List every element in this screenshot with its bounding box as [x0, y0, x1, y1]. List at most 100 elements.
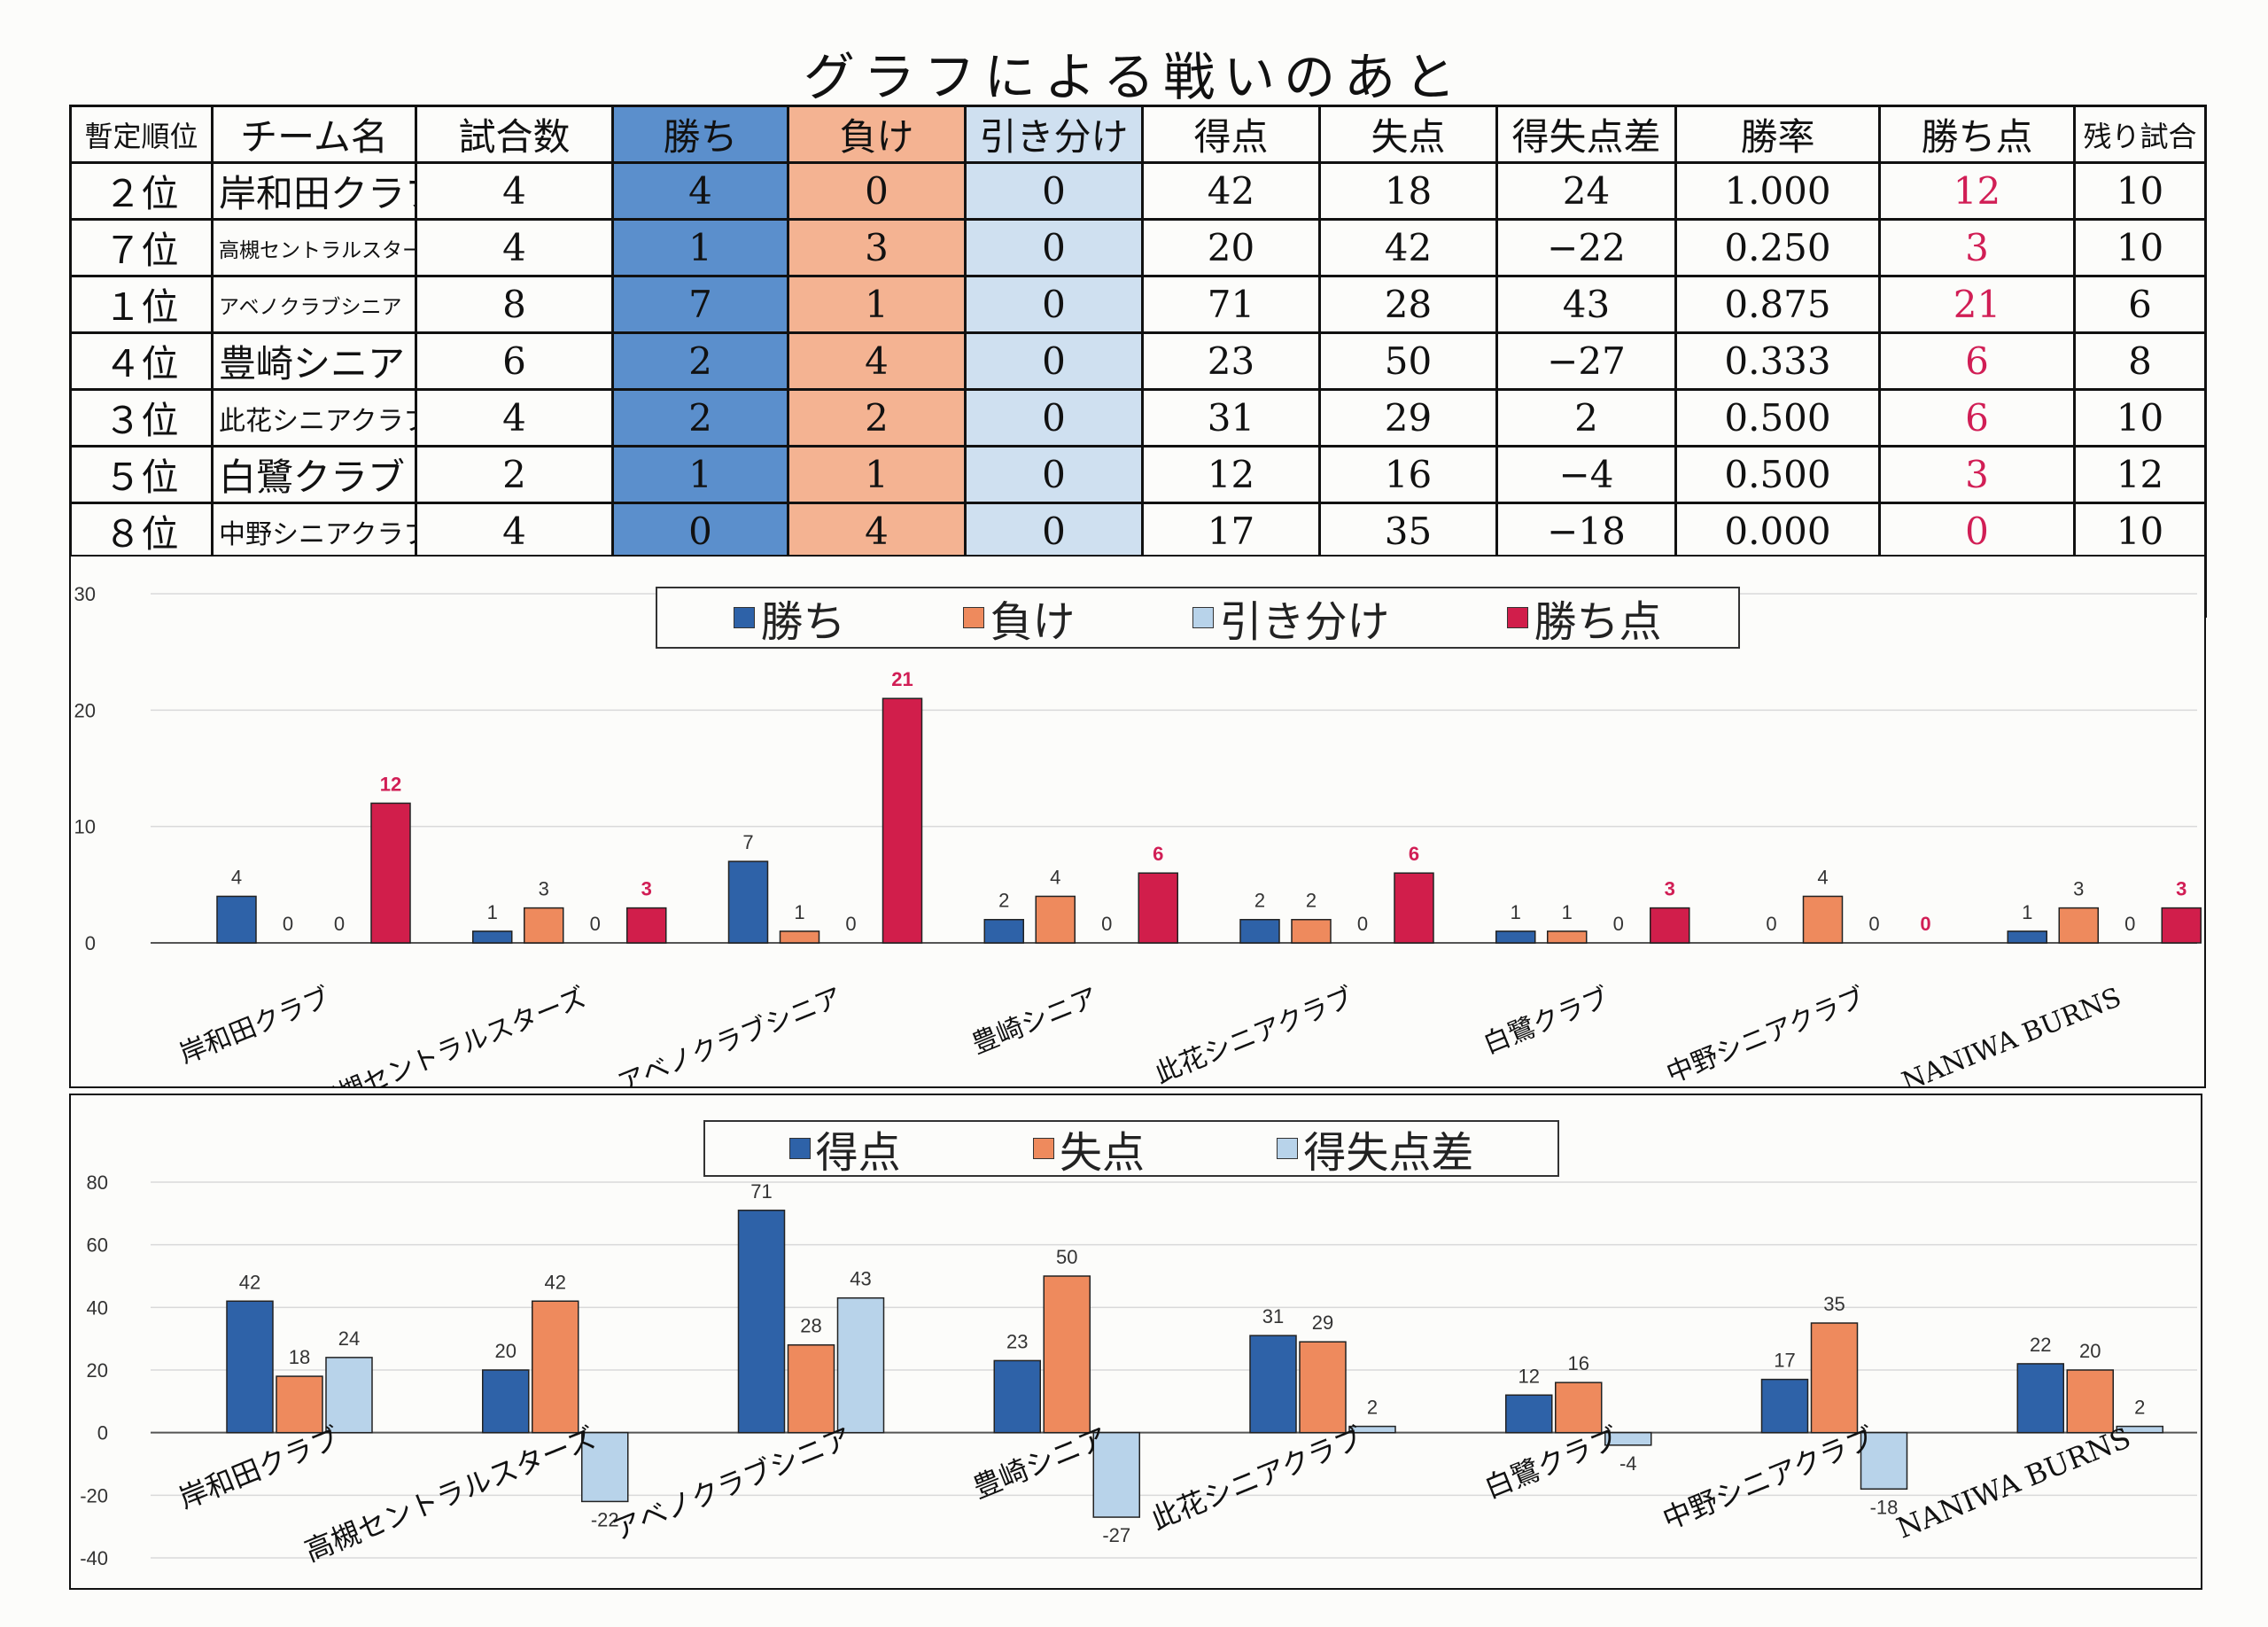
bar-1	[1547, 930, 1588, 944]
data-label: 0	[1920, 913, 1930, 935]
cell-remaining: 10	[2073, 388, 2207, 448]
cell-losses: 4	[787, 502, 967, 561]
bar-3	[2161, 907, 2202, 944]
legend-swatch	[963, 607, 985, 628]
cell-team: 此花シニアクラブ	[211, 388, 417, 448]
cell-team: 高槻セントラルスターズ	[211, 218, 417, 277]
data-label: 3	[2073, 878, 2084, 900]
data-label: 4	[1817, 866, 1828, 888]
standings-table: 暫定順位 チーム名 試合数 勝ち 負け 引き分け 得点 失点 得失点差 勝率 勝…	[69, 105, 2207, 618]
legend-item-draws: 引き分け	[1192, 587, 1390, 649]
category-label: アベノクラブシニア	[614, 982, 847, 1086]
data-label: 20	[2079, 1340, 2101, 1362]
cell-wins: 1	[611, 218, 789, 277]
cell-goals-against: 18	[1318, 161, 1498, 221]
cell-team: 白鷺クラブ	[211, 445, 417, 504]
data-label: 2	[2134, 1397, 2145, 1419]
y-tick-label: 20	[74, 699, 96, 721]
table-row: ３位 此花シニアクラブ 4 2 2 0 31 29 2 0.500 6 10	[69, 388, 2207, 448]
category-label: NANIWA BURNS	[1892, 1421, 2136, 1545]
data-label: 1	[794, 901, 804, 923]
y-tick-label: 80	[87, 1172, 108, 1194]
cell-team: 岸和田クラブ	[211, 161, 417, 221]
cell-goal-diff: −27	[1495, 331, 1677, 391]
category-label: 豊崎シニア	[967, 982, 1102, 1061]
cell-draws: 0	[964, 502, 1144, 561]
legend-label: 負け	[990, 597, 1076, 647]
bar-0	[983, 918, 1024, 944]
bar-2	[325, 1357, 373, 1434]
cell-games: 8	[415, 275, 614, 334]
cell-rank: ２位	[69, 161, 214, 221]
cell-rank: ８位	[69, 502, 214, 561]
bar-0	[1249, 1335, 1297, 1434]
y-tick-label: -40	[80, 1547, 108, 1569]
bar-2	[836, 1296, 885, 1434]
data-label: 0	[845, 913, 856, 935]
bar-1	[1035, 895, 1076, 944]
header-points: 勝ち点	[1878, 105, 2076, 164]
cell-points: 3	[1878, 445, 2076, 504]
bar-1	[779, 930, 820, 944]
data-label: 6	[1409, 843, 1419, 865]
data-label: 7	[742, 831, 753, 853]
bar-0	[1495, 930, 1536, 944]
data-label: 0	[590, 913, 601, 935]
bar-1	[2058, 907, 2099, 944]
cell-wins: 2	[611, 331, 789, 391]
data-label: 1	[2022, 901, 2032, 923]
cell-rank: ５位	[69, 445, 214, 504]
cell-draws: 0	[964, 388, 1144, 448]
data-label: 28	[800, 1315, 821, 1337]
bar-0	[727, 860, 769, 944]
cell-rank: ４位	[69, 331, 214, 391]
cell-draws: 0	[964, 445, 1144, 504]
bar-1	[1802, 895, 1844, 944]
cell-wins: 1	[611, 445, 789, 504]
bar-2	[1092, 1431, 1140, 1518]
data-label: -27	[1102, 1524, 1130, 1546]
cell-remaining: 8	[2073, 331, 2207, 391]
y-tick-label: -20	[80, 1484, 108, 1506]
cell-remaining: 10	[2073, 502, 2207, 561]
cell-points: 6	[1878, 331, 2076, 391]
cell-games: 4	[415, 218, 614, 277]
bar-3	[370, 802, 411, 944]
data-label: 20	[495, 1340, 517, 1362]
cell-games: 6	[415, 331, 614, 391]
cell-losses: 1	[787, 275, 967, 334]
legend-label: 勝ち点	[1534, 597, 1662, 647]
category-label: 此花シニアクラブ	[1146, 1421, 1368, 1537]
cell-games: 2	[415, 445, 614, 504]
cell-points: 0	[1878, 502, 2076, 561]
cell-rank: ３位	[69, 388, 214, 448]
legend-item-goals-for: 得点	[788, 1117, 901, 1179]
bar-1	[1810, 1322, 1859, 1434]
data-label: 2	[1367, 1397, 1378, 1419]
data-label: 2	[998, 890, 1009, 912]
header-team: チーム名	[211, 105, 417, 164]
y-tick-label: 0	[97, 1422, 108, 1444]
cell-points: 12	[1878, 161, 2076, 221]
data-label: 3	[539, 878, 549, 900]
chart-wins-losses-panel: 0 10 20 30 4 0 0 12 岸和田クラブ 1 3 0 3 高槻セントラルスターズ 7 1 0 21 アベ…	[69, 555, 2206, 1088]
data-label: 4	[231, 866, 242, 888]
bar-1	[787, 1343, 835, 1434]
cell-goal-diff: −18	[1495, 502, 1677, 561]
y-tick-label: 40	[87, 1296, 108, 1319]
data-label: 42	[239, 1271, 260, 1293]
bar-0	[1505, 1394, 1553, 1434]
legend-swatch	[1507, 607, 1529, 628]
cell-team: 中野シニアクラブ	[211, 502, 417, 561]
table-row: ５位 白鷺クラブ 2 1 1 0 12 16 −4 0.500 3 12	[69, 445, 2207, 504]
header-rank: 暫定順位	[69, 105, 214, 164]
data-label: 18	[289, 1346, 310, 1368]
bar-0	[2016, 1363, 2064, 1434]
cell-goals-for: 12	[1141, 445, 1321, 504]
bar-0	[1760, 1378, 1809, 1434]
bar-0	[1239, 918, 1280, 944]
data-label: 0	[1868, 913, 1879, 935]
cell-losses: 4	[787, 331, 967, 391]
data-label: 0	[1613, 913, 1624, 935]
